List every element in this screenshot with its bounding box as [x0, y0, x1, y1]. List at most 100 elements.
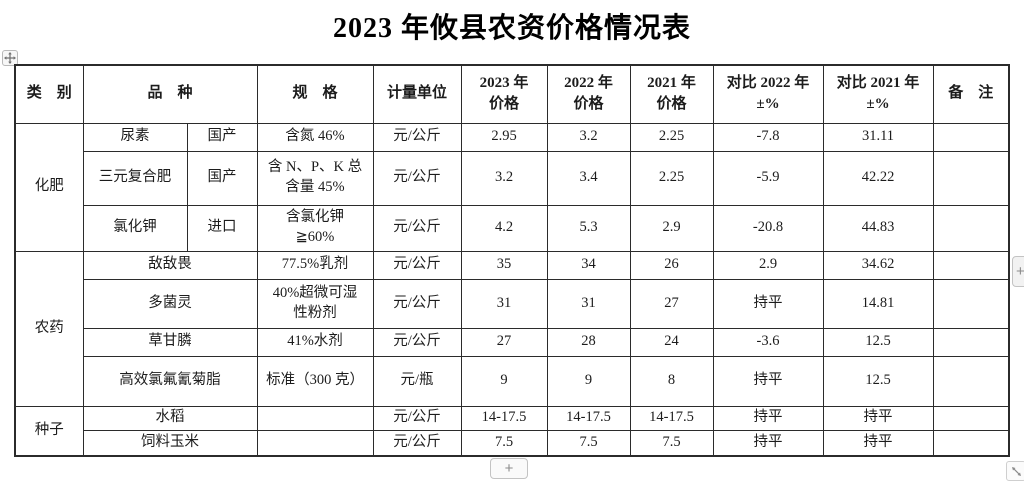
cell-vs2021[interactable]: 持平	[822, 405, 934, 431]
cell-vs2021[interactable]: 44.83	[822, 204, 934, 252]
cell-unit[interactable]: 元/瓶	[372, 355, 462, 407]
cell-vs2022[interactable]: 持平	[712, 355, 824, 407]
cell-vs2021[interactable]: 31.11	[822, 122, 934, 152]
cell-vs2022[interactable]: 持平	[712, 405, 824, 431]
cell-spec[interactable]: 41%水剂	[256, 327, 374, 357]
table-resize-handle[interactable]	[1006, 461, 1024, 481]
cell-note[interactable]	[932, 355, 1010, 407]
cell-2021-price[interactable]: 2.9	[629, 204, 714, 252]
cell-note[interactable]	[932, 429, 1010, 457]
cell-unit[interactable]: 元/公斤	[372, 278, 462, 329]
cell-unit[interactable]: 元/公斤	[372, 327, 462, 357]
cell-variety[interactable]: 多菌灵	[82, 278, 258, 329]
cell-variety[interactable]: 尿素	[82, 122, 188, 152]
cell-2023-price[interactable]: 31	[460, 278, 548, 329]
cell-variety[interactable]: 敌敌畏	[82, 250, 258, 280]
cell-note[interactable]	[932, 204, 1010, 252]
cell-2021-price[interactable]: 14-17.5	[629, 405, 714, 431]
cell-2022-price[interactable]: 3.2	[546, 122, 631, 152]
cell-2021-price[interactable]: 8	[629, 355, 714, 407]
cell-spec[interactable]: 40%超微可湿 性粉剂	[256, 278, 374, 329]
cell-note[interactable]	[932, 278, 1010, 329]
cell-2023-price[interactable]: 3.2	[460, 150, 548, 206]
cell-unit[interactable]: 元/公斤	[372, 405, 462, 431]
cell-vs2022[interactable]: 2.9	[712, 250, 824, 280]
cell-2022-price[interactable]: 34	[546, 250, 631, 280]
col-header-unit[interactable]: 计量单位	[372, 64, 462, 124]
cell-origin[interactable]: 进口	[186, 204, 258, 252]
cell-2023-price[interactable]: 14-17.5	[460, 405, 548, 431]
category-cell-seed[interactable]: 种子	[14, 405, 84, 457]
col-header-note[interactable]: 备 注	[932, 64, 1010, 124]
cell-2021-price[interactable]: 27	[629, 278, 714, 329]
cell-vs2021[interactable]: 12.5	[822, 355, 934, 407]
cell-2022-price[interactable]: 14-17.5	[546, 405, 631, 431]
cell-note[interactable]	[932, 122, 1010, 152]
cell-vs2022[interactable]: -3.6	[712, 327, 824, 357]
cell-unit[interactable]: 元/公斤	[372, 250, 462, 280]
cell-2021-price[interactable]: 24	[629, 327, 714, 357]
col-header-variety[interactable]: 品 种	[82, 64, 258, 124]
cell-2022-price[interactable]: 3.4	[546, 150, 631, 206]
cell-spec[interactable]	[256, 429, 374, 457]
category-cell-pesticide[interactable]: 农药	[14, 250, 84, 407]
cell-spec[interactable]: 含氯化钾 ≧60%	[256, 204, 374, 252]
cell-2021-price[interactable]: 26	[629, 250, 714, 280]
cell-2021-price[interactable]: 2.25	[629, 150, 714, 206]
cell-2022-price[interactable]: 7.5	[546, 429, 631, 457]
cell-2022-price[interactable]: 5.3	[546, 204, 631, 252]
cell-vs2021[interactable]: 12.5	[822, 327, 934, 357]
cell-vs2021[interactable]: 14.81	[822, 278, 934, 329]
cell-spec[interactable]: 含氮 46%	[256, 122, 374, 152]
cell-2023-price[interactable]: 27	[460, 327, 548, 357]
cell-vs2021[interactable]: 持平	[822, 429, 934, 457]
cell-2023-price[interactable]: 35	[460, 250, 548, 280]
col-header-2022-price[interactable]: 2022 年 价格	[546, 64, 631, 124]
cell-vs2022[interactable]: 持平	[712, 278, 824, 329]
cell-vs2022[interactable]: -7.8	[712, 122, 824, 152]
col-header-2023-price[interactable]: 2023 年 价格	[460, 64, 548, 124]
cell-origin[interactable]: 国产	[186, 150, 258, 206]
cell-vs2022[interactable]: -20.8	[712, 204, 824, 252]
cell-spec[interactable]: 77.5%乳剂	[256, 250, 374, 280]
cell-2021-price[interactable]: 2.25	[629, 122, 714, 152]
cell-2023-price[interactable]: 2.95	[460, 122, 548, 152]
cell-note[interactable]	[932, 150, 1010, 206]
cell-2023-price[interactable]: 7.5	[460, 429, 548, 457]
cell-spec[interactable]: 标准（300 克）	[256, 355, 374, 407]
cell-2021-price[interactable]: 7.5	[629, 429, 714, 457]
cell-spec[interactable]: 含 N、P、K 总 含量 45%	[256, 150, 374, 206]
cell-unit[interactable]: 元/公斤	[372, 150, 462, 206]
cell-note[interactable]	[932, 250, 1010, 280]
cell-origin[interactable]: 国产	[186, 122, 258, 152]
cell-2022-price[interactable]: 31	[546, 278, 631, 329]
cell-vs2022[interactable]: -5.9	[712, 150, 824, 206]
col-header-vs2022[interactable]: 对比 2022 年 ±%	[712, 64, 824, 124]
cell-variety[interactable]: 草甘膦	[82, 327, 258, 357]
add-row-button[interactable]: +	[490, 458, 528, 479]
col-header-vs2021[interactable]: 对比 2021 年 ±%	[822, 64, 934, 124]
cell-variety[interactable]: 三元复合肥	[82, 150, 188, 206]
cell-2023-price[interactable]: 9	[460, 355, 548, 407]
cell-variety[interactable]: 饲料玉米	[82, 429, 258, 457]
cell-2023-price[interactable]: 4.2	[460, 204, 548, 252]
cell-2022-price[interactable]: 28	[546, 327, 631, 357]
cell-vs2021[interactable]: 42.22	[822, 150, 934, 206]
cell-variety[interactable]: 水稻	[82, 405, 258, 431]
cell-unit[interactable]: 元/公斤	[372, 122, 462, 152]
cell-unit[interactable]: 元/公斤	[372, 429, 462, 457]
table-move-handle[interactable]	[2, 50, 18, 66]
cell-vs2021[interactable]: 34.62	[822, 250, 934, 280]
cell-variety[interactable]: 高效氯氟氰菊脂	[82, 355, 258, 407]
cell-variety[interactable]: 氯化钾	[82, 204, 188, 252]
cell-vs2022[interactable]: 持平	[712, 429, 824, 457]
cell-2022-price[interactable]: 9	[546, 355, 631, 407]
add-column-button[interactable]: +	[1012, 256, 1024, 287]
cell-note[interactable]	[932, 405, 1010, 431]
category-cell-fertilizer[interactable]: 化肥	[14, 122, 84, 252]
cell-spec[interactable]	[256, 405, 374, 431]
cell-note[interactable]	[932, 327, 1010, 357]
col-header-2021-price[interactable]: 2021 年 价格	[629, 64, 714, 124]
cell-unit[interactable]: 元/公斤	[372, 204, 462, 252]
col-header-spec[interactable]: 规 格	[256, 64, 374, 124]
